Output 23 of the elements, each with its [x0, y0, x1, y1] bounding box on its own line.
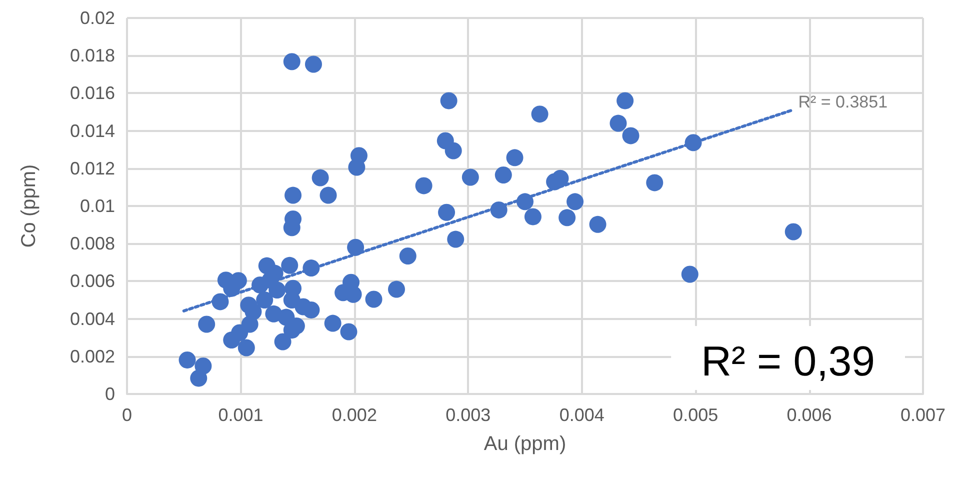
x-tick-label: 0.005: [673, 405, 718, 425]
x-tick-label: 0: [122, 405, 132, 425]
x-tick-label: 0.006: [786, 405, 832, 425]
y-tick-label: 0: [104, 384, 115, 404]
annotation: R² = 0.3851: [798, 92, 888, 112]
y-tick-label: 0.012: [70, 158, 115, 178]
y-axis-title: Co (ppm): [18, 164, 40, 248]
y-tick-label: 0.01: [80, 196, 115, 216]
x-tick-label: 0.004: [559, 405, 604, 425]
y-tick-label: 0.02: [80, 8, 115, 28]
x-axis-title: Au (ppm): [484, 433, 566, 455]
x-tick-label: 0.001: [218, 405, 264, 425]
y-tick-label: 0.008: [70, 234, 115, 254]
x-tick-label: 0.007: [900, 405, 946, 425]
y-tick-label: 0.014: [70, 120, 115, 141]
y-tick-label: 0.018: [70, 46, 115, 66]
y-tick-label: 0.016: [70, 83, 115, 104]
annotation: R² = 0,39: [701, 338, 876, 384]
x-tick-label: 0.002: [332, 405, 377, 425]
y-tick-label: 0.002: [70, 346, 115, 366]
y-tick-label: 0.006: [70, 271, 115, 292]
y-tick-label: 0.004: [70, 308, 115, 329]
x-tick-label: 0.003: [446, 405, 491, 425]
